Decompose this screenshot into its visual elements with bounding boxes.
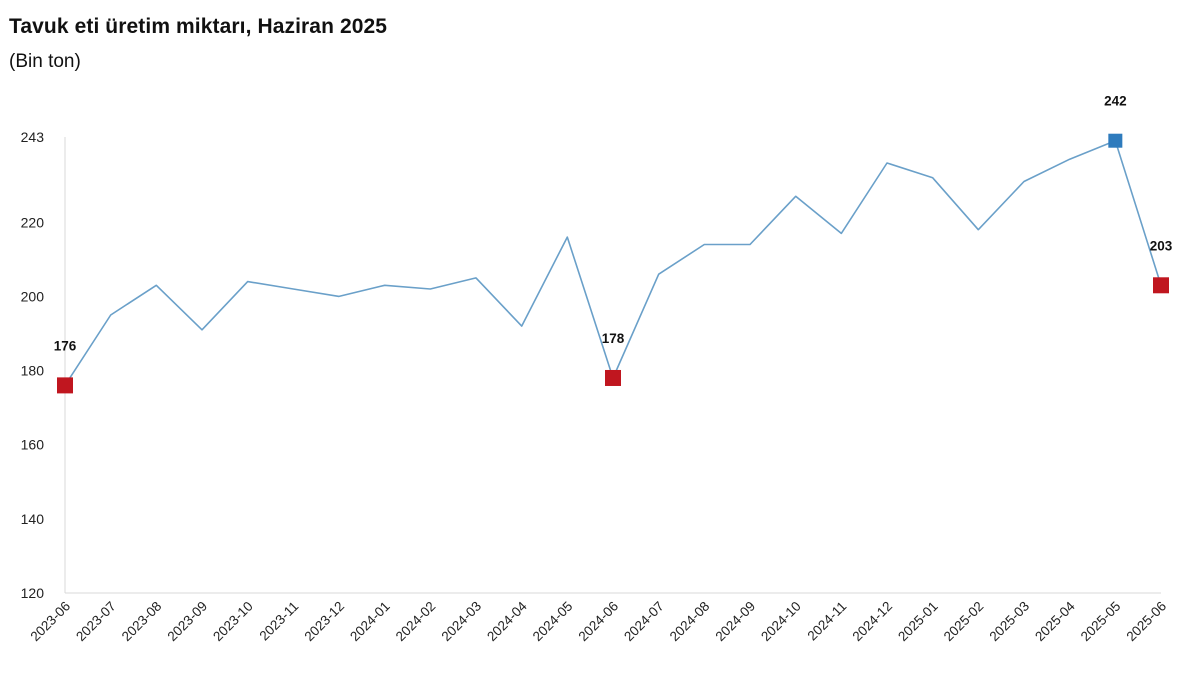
x-tick-label: 2024-04 — [484, 598, 530, 644]
x-tick-label: 2024-11 — [805, 599, 850, 644]
x-tick-label: 2025-04 — [1032, 598, 1078, 644]
x-tick-label: 2025-02 — [941, 599, 987, 645]
y-tick-label: 160 — [21, 437, 45, 453]
x-axis-ticks: 2023-06 2023-07 2023-08 2023-09 2023-10 2023-… — [27, 598, 1169, 644]
data-label: 203 — [1150, 238, 1173, 253]
y-tick-label: 220 — [21, 214, 45, 230]
x-tick-label: 2024-12 — [849, 599, 895, 645]
highlight-marker — [1153, 277, 1169, 294]
x-tick-label: 2023-12 — [301, 599, 347, 645]
data-label-group: 176 178 242 203 — [54, 94, 1173, 354]
data-label: 242 — [1104, 94, 1127, 109]
y-tick-label: 200 — [21, 288, 45, 304]
x-tick-label: 2025-03 — [986, 599, 1032, 645]
x-tick-label: 2025-05 — [1078, 599, 1124, 645]
x-tick-label: 2024-06 — [575, 599, 621, 645]
marker-group — [57, 133, 1169, 394]
x-tick-label: 2023-07 — [73, 599, 119, 645]
y-tick-label: 120 — [21, 585, 45, 601]
x-tick-label: 2024-02 — [393, 599, 439, 645]
x-tick-label: 2023-10 — [210, 599, 256, 645]
highlight-marker — [1108, 133, 1123, 148]
chart-axes — [64, 137, 1161, 594]
chart-subtitle: (Bin ton) — [9, 51, 81, 72]
data-label: 176 — [54, 338, 77, 353]
highlight-marker — [57, 377, 73, 394]
x-tick-label: 2024-09 — [712, 599, 758, 645]
y-tick-label: 140 — [21, 511, 45, 527]
y-axis-ticks: 120 140 160 180 200 220 243 — [21, 129, 45, 601]
x-tick-label: 2024-05 — [530, 599, 576, 645]
x-tick-label: 2023-11 — [257, 599, 302, 644]
x-tick-label: 2023-06 — [27, 599, 73, 645]
data-label: 178 — [602, 331, 625, 346]
x-tick-label: 2024-08 — [667, 599, 713, 645]
x-tick-label: 2024-10 — [758, 599, 804, 645]
x-tick-label: 2025-01 — [895, 599, 941, 645]
x-tick-label: 2024-03 — [438, 599, 484, 645]
x-tick-label: 2025-06 — [1123, 599, 1169, 645]
series-line — [64, 139, 1162, 386]
chart-title: Tavuk eti üretim miktarı, Haziran 2025 — [9, 15, 388, 38]
y-tick-label: 180 — [21, 363, 45, 379]
x-tick-label: 2024-01 — [347, 599, 393, 645]
highlight-marker — [605, 369, 621, 386]
series-group — [64, 139, 1162, 386]
x-tick-label: 2023-08 — [119, 599, 165, 645]
y-tick-label: 243 — [21, 129, 45, 145]
x-tick-label: 2023-09 — [164, 599, 210, 645]
x-tick-label: 2024-07 — [621, 599, 667, 645]
